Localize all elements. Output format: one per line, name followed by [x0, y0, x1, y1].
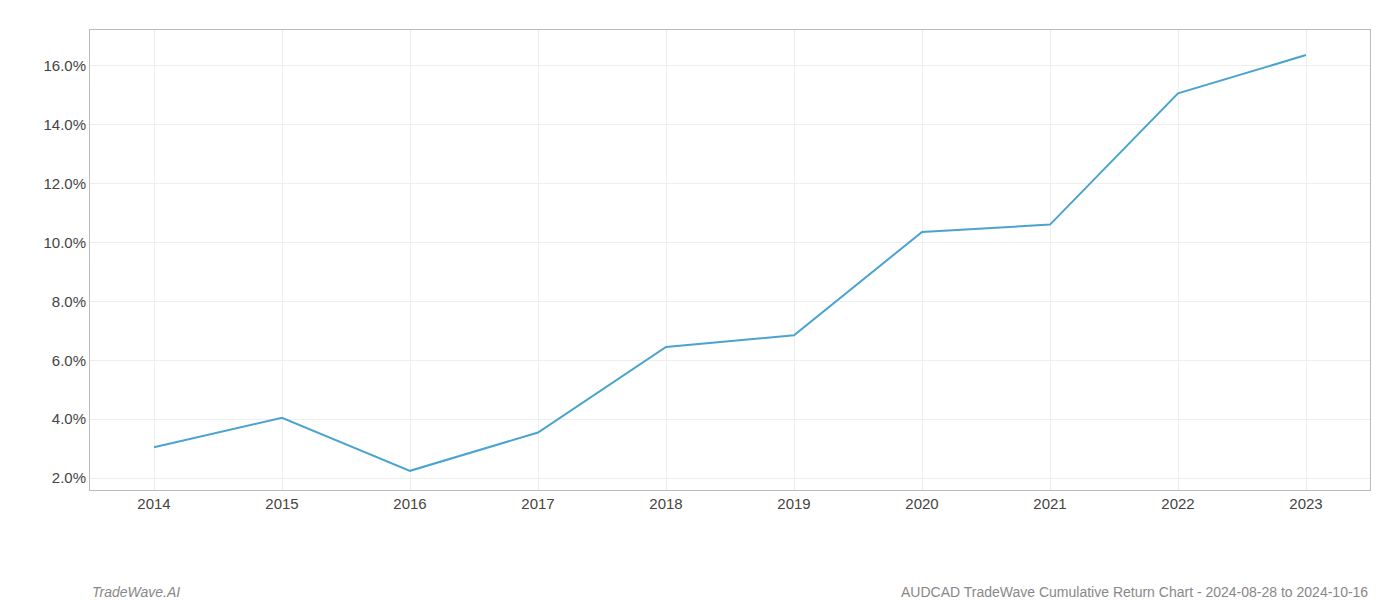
svg-text:14.0%: 14.0% — [43, 116, 86, 133]
svg-text:2021: 2021 — [1033, 495, 1066, 512]
svg-text:6.0%: 6.0% — [52, 352, 86, 369]
svg-text:2016: 2016 — [393, 495, 426, 512]
svg-text:2.0%: 2.0% — [52, 469, 86, 486]
svg-text:TradeWave.AI: TradeWave.AI — [92, 584, 180, 600]
svg-text:10.0%: 10.0% — [43, 234, 86, 251]
svg-text:2017: 2017 — [521, 495, 554, 512]
svg-text:4.0%: 4.0% — [52, 410, 86, 427]
svg-text:2018: 2018 — [649, 495, 682, 512]
svg-text:12.0%: 12.0% — [43, 175, 86, 192]
svg-text:2019: 2019 — [777, 495, 810, 512]
svg-text:2014: 2014 — [137, 495, 170, 512]
svg-text:2020: 2020 — [905, 495, 938, 512]
svg-text:16.0%: 16.0% — [43, 57, 86, 74]
svg-text:2015: 2015 — [265, 495, 298, 512]
svg-text:AUDCAD TradeWave Cumulative Re: AUDCAD TradeWave Cumulative Return Chart… — [901, 584, 1368, 600]
svg-text:2023: 2023 — [1289, 495, 1322, 512]
svg-text:8.0%: 8.0% — [52, 293, 86, 310]
svg-text:2022: 2022 — [1161, 495, 1194, 512]
